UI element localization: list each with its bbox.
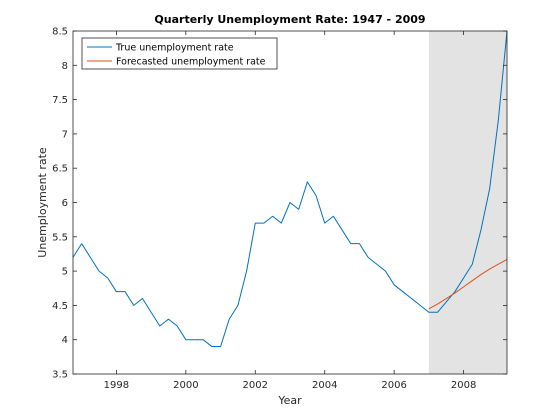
x-tick-label: 2004 bbox=[312, 380, 337, 391]
tick-layer: 1998 2000 2002 2004 2006 2008 3.5 4 4.5 5 5.5 6 6.5 7… bbox=[52, 27, 507, 391]
y-tick-label: 4.5 bbox=[52, 301, 68, 312]
shaded-region-layer bbox=[428, 31, 507, 374]
legend-label: Forecasted unemployment rate bbox=[116, 57, 266, 68]
y-tick-label: 6 bbox=[62, 198, 68, 209]
x-tick-label: 2008 bbox=[451, 380, 476, 391]
y-tick-label: 5.5 bbox=[52, 232, 68, 243]
y-tick-label: 8.5 bbox=[52, 27, 68, 38]
x-axis-label: Year bbox=[277, 394, 302, 407]
y-tick-label: 5 bbox=[62, 267, 68, 278]
forecast-unemployment-line bbox=[428, 259, 508, 310]
x-tick-label: 2006 bbox=[381, 380, 406, 391]
x-tick-label: 2000 bbox=[173, 380, 198, 391]
y-tick-label: 3.5 bbox=[52, 370, 68, 381]
y-tick-label: 7 bbox=[62, 129, 68, 140]
y-tick-label: 6.5 bbox=[52, 164, 68, 175]
forecast-shaded-region bbox=[428, 31, 507, 374]
legend-box bbox=[81, 37, 278, 70]
x-tick-label: 1998 bbox=[104, 380, 129, 391]
y-tick-label: 8 bbox=[62, 61, 68, 72]
legend-label: True unemployment rate bbox=[115, 43, 234, 54]
y-tick-label: 4 bbox=[62, 335, 68, 346]
y-axis-label: Unemployment rate bbox=[36, 147, 49, 258]
legend: True unemployment rate Forecasted unemplo… bbox=[81, 37, 278, 70]
chart-title: Quarterly Unemployment Rate: 1947 - 2009 bbox=[154, 13, 425, 26]
y-tick-label: 7.5 bbox=[52, 95, 68, 106]
true-unemployment-line bbox=[72, 30, 508, 348]
series-layer bbox=[72, 30, 508, 348]
x-tick-label: 2002 bbox=[243, 380, 268, 391]
